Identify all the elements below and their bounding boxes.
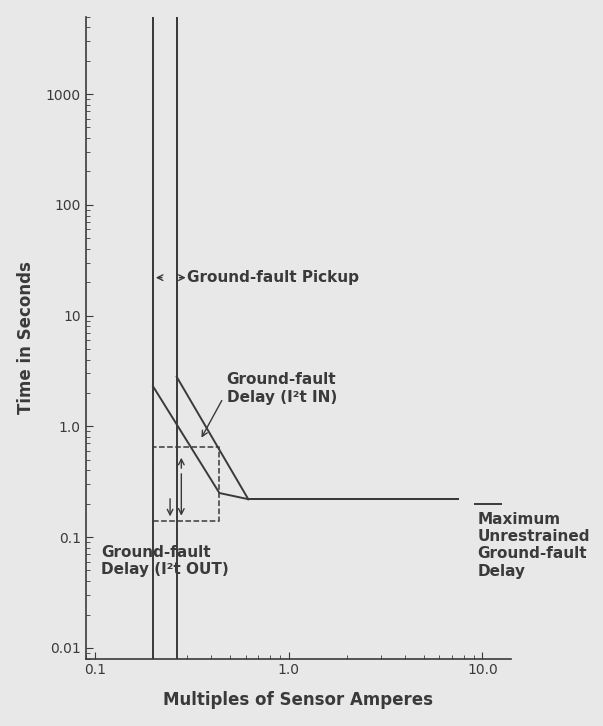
- Y-axis label: Time in Seconds: Time in Seconds: [17, 261, 34, 414]
- Bar: [153, 447, 219, 521]
- Text: Ground-fault
Delay (I²t OUT): Ground-fault Delay (I²t OUT): [101, 545, 229, 577]
- X-axis label: Multiples of Sensor Amperes: Multiples of Sensor Amperes: [163, 691, 433, 709]
- Text: Ground-fault
Delay (I²t IN): Ground-fault Delay (I²t IN): [227, 372, 337, 404]
- Text: Ground-fault Pickup: Ground-fault Pickup: [187, 270, 359, 285]
- Text: Maximum
Unrestrained
Ground-fault
Delay: Maximum Unrestrained Ground-fault Delay: [477, 512, 590, 579]
